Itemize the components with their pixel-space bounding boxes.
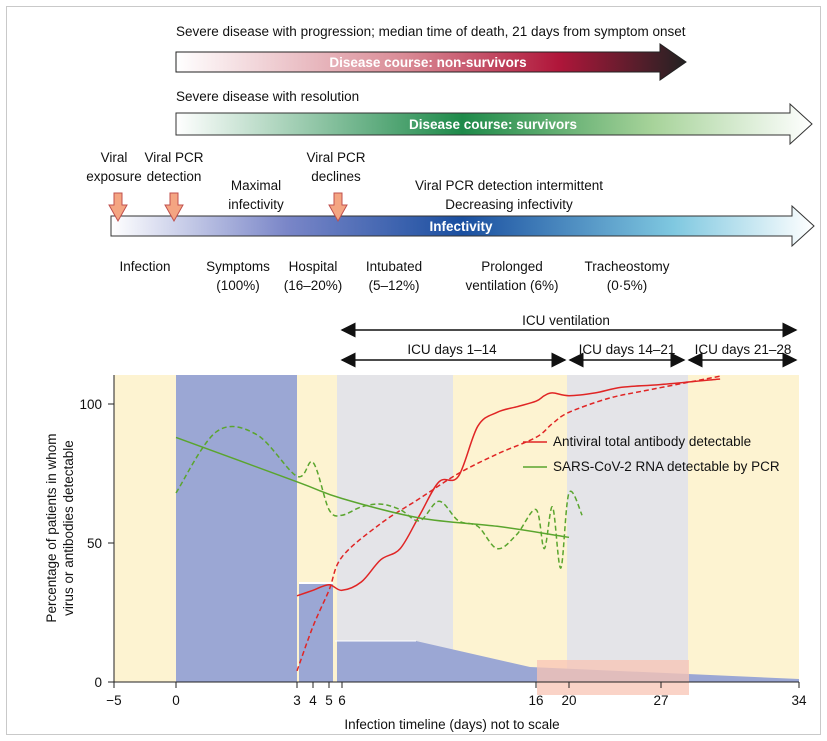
stage-prolonged-line2: ventilation (6%) [465, 278, 559, 293]
icu-days-1-14-label: ICU days 1–14 [407, 342, 497, 357]
marker-arrow-pcr-detection [164, 192, 184, 223]
maximal-infectivity-line2: infectivity [228, 197, 284, 212]
x-tick-label: 0 [172, 693, 180, 708]
band-yellow-pre [114, 375, 176, 682]
stage-symptoms-line2: (100%) [216, 278, 260, 293]
x-tick-label: 34 [791, 693, 807, 708]
survivor-label: Disease course: survivors [408, 117, 578, 132]
infectivity-arrow [110, 204, 815, 248]
stage-prolonged-line1: Prolonged [481, 259, 543, 274]
legend-pcr-label: SARS-CoV-2 RNA detectable by PCR [553, 459, 780, 474]
pcr-declines-line2: declines [311, 169, 361, 184]
y-ticks: 0 50 100 [79, 397, 114, 690]
antibody-dashed-line [296, 375, 721, 672]
chart-series [175, 375, 721, 672]
viral-exposure-line2: exposure [86, 169, 142, 184]
figure-frame [6, 6, 821, 735]
marker-arrow-exposure [108, 192, 128, 223]
stage-symptoms-line1: Symptoms [206, 259, 270, 274]
x-ticks: −5 0 3 4 5 6 16 20 27 34 [106, 682, 807, 708]
y-tick-label: 100 [79, 397, 102, 412]
band-grey-icu2 [567, 375, 688, 682]
stage-tracheostomy-line1: Tracheostomy [584, 259, 670, 274]
intermittent-line1: Viral PCR detection intermittent [414, 178, 604, 193]
y-axis-label-line2: virus or antibodies detectable [61, 440, 76, 616]
x-tick-label: 5 [325, 693, 333, 708]
nonsurvivor-label: Disease course: non-survivors [329, 55, 527, 70]
stage-hospital-line1: Hospital [288, 259, 338, 274]
pcr-solid-line [175, 436, 570, 539]
stage-infection: Infection [119, 259, 171, 274]
blue-fill-steps [299, 582, 799, 682]
x-tick-label: 6 [338, 693, 346, 708]
band-grey-icu1 [337, 375, 453, 682]
icu-ventilation-label: ICU ventilation [522, 313, 610, 328]
legend-antibody-label: Antiviral total antibody detectable [553, 434, 752, 449]
stage-hospital-line2: (16–20%) [283, 278, 343, 293]
pcr-dashed-line [175, 425, 583, 569]
icu-days-21-28-label: ICU days 21–28 [694, 342, 792, 357]
x-tick-label: 27 [653, 693, 668, 708]
marker-arrow-pcr-declines [328, 192, 348, 223]
disease-course-schematic [108, 43, 815, 368]
x-tick-label: −5 [106, 693, 121, 708]
x-tick-label: 16 [528, 693, 543, 708]
viral-exposure-line1: Viral [100, 150, 128, 165]
nonsurvivor-course-arrow [175, 43, 687, 81]
stage-tracheostomy-line2: (0·5%) [606, 278, 648, 293]
survivor-course-arrow [175, 102, 813, 146]
x-tick-label: 3 [293, 693, 301, 708]
orange-highlight-box [537, 660, 689, 695]
stage-intubated-line1: Intubated [365, 259, 423, 274]
stage-intubated-line2: (5–12%) [368, 278, 420, 293]
survivor-caption: Severe disease with resolution [176, 89, 360, 104]
antibody-solid-line [296, 378, 721, 597]
infectivity-label: Infectivity [429, 219, 493, 234]
x-axis-label: Infection timeline (days) not to scale [344, 717, 560, 732]
pcr-detection-line1: Viral PCR [144, 150, 204, 165]
pcr-declines-line1: Viral PCR [306, 150, 366, 165]
nonsurvivor-caption: Severe disease with progression; median … [176, 24, 686, 39]
band-yellow-late [688, 375, 799, 682]
x-tick-label: 4 [309, 693, 317, 708]
icu-days-14-21-label: ICU days 14–21 [578, 342, 676, 357]
x-tick-label: 20 [561, 693, 576, 708]
y-tick-label: 0 [94, 675, 102, 690]
y-tick-label: 50 [87, 536, 102, 551]
intermittent-line2: Decreasing infectivity [445, 197, 573, 212]
y-axis-label-line1: Percentage of patients in whom [44, 433, 59, 623]
background-bands [114, 375, 799, 682]
blue-step-icu [337, 641, 799, 682]
maximal-infectivity-line1: Maximal [230, 178, 282, 193]
legend [523, 441, 547, 468]
band-blue-symptoms [176, 375, 297, 682]
blue-step-hospital [299, 583, 333, 682]
pcr-detection-line2: detection [146, 169, 202, 184]
